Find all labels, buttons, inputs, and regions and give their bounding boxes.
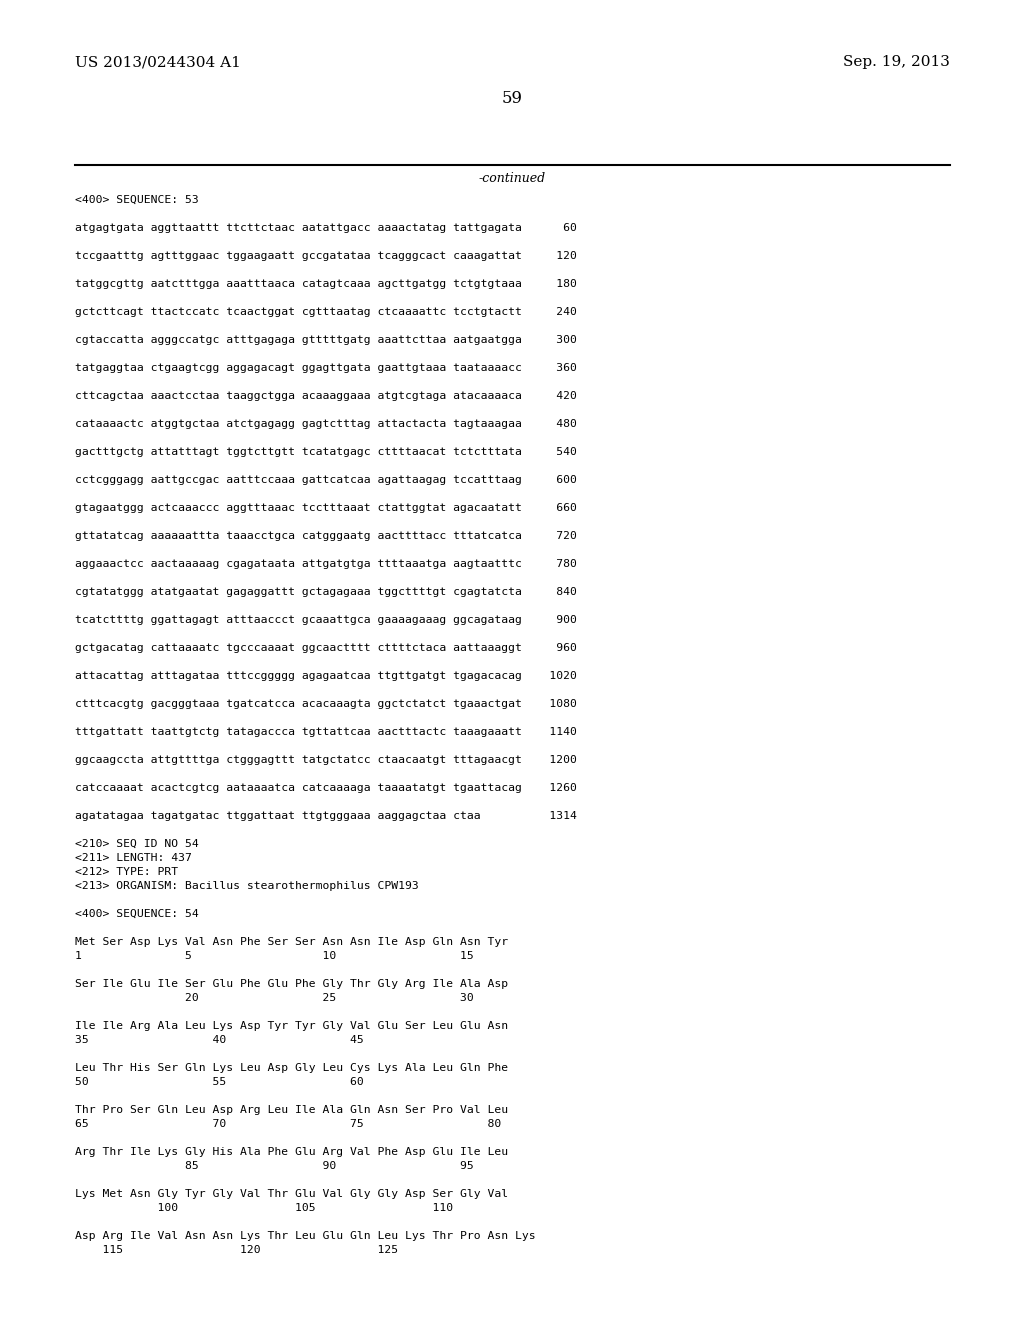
Text: ggcaagccta attgttttga ctgggagttt tatgctatcc ctaacaatgt tttagaacgt    1200: ggcaagccta attgttttga ctgggagttt tatgcta… <box>75 755 577 766</box>
Text: 20                  25                  30: 20 25 30 <box>75 993 474 1003</box>
Text: Sep. 19, 2013: Sep. 19, 2013 <box>843 55 950 69</box>
Text: <400> SEQUENCE: 53: <400> SEQUENCE: 53 <box>75 195 199 205</box>
Text: tatgaggtaa ctgaagtcgg aggagacagt ggagttgata gaattgtaaa taataaaacc     360: tatgaggtaa ctgaagtcgg aggagacagt ggagttg… <box>75 363 577 374</box>
Text: <210> SEQ ID NO 54: <210> SEQ ID NO 54 <box>75 840 199 849</box>
Text: cgtatatggg atatgaatat gagaggattt gctagagaaa tggcttttgt cgagtatcta     840: cgtatatggg atatgaatat gagaggattt gctagag… <box>75 587 577 597</box>
Text: Leu Thr His Ser Gln Lys Leu Asp Gly Leu Cys Lys Ala Leu Gln Phe: Leu Thr His Ser Gln Lys Leu Asp Gly Leu … <box>75 1063 508 1073</box>
Text: catccaaaat acactcgtcg aataaaatca catcaaaaga taaaatatgt tgaattacag    1260: catccaaaat acactcgtcg aataaaatca catcaaa… <box>75 783 577 793</box>
Text: 85                  90                  95: 85 90 95 <box>75 1162 474 1171</box>
Text: Met Ser Asp Lys Val Asn Phe Ser Ser Asn Asn Ile Asp Gln Asn Tyr: Met Ser Asp Lys Val Asn Phe Ser Ser Asn … <box>75 937 508 946</box>
Text: 59: 59 <box>502 90 522 107</box>
Text: <212> TYPE: PRT: <212> TYPE: PRT <box>75 867 178 876</box>
Text: cctcgggagg aattgccgac aatttccaaa gattcatcaa agattaagag tccatttaag     600: cctcgggagg aattgccgac aatttccaaa gattcat… <box>75 475 577 484</box>
Text: Ile Ile Arg Ala Leu Lys Asp Tyr Tyr Gly Val Glu Ser Leu Glu Asn: Ile Ile Arg Ala Leu Lys Asp Tyr Tyr Gly … <box>75 1020 508 1031</box>
Text: aggaaactcc aactaaaaag cgagataata attgatgtga ttttaaatga aagtaatttc     780: aggaaactcc aactaaaaag cgagataata attgatg… <box>75 558 577 569</box>
Text: cgtaccatta agggccatgc atttgagaga gtttttgatg aaattcttaa aatgaatgga     300: cgtaccatta agggccatgc atttgagaga gtttttg… <box>75 335 577 345</box>
Text: Ser Ile Glu Ile Ser Glu Phe Glu Phe Gly Thr Gly Arg Ile Ala Asp: Ser Ile Glu Ile Ser Glu Phe Glu Phe Gly … <box>75 979 508 989</box>
Text: Asp Arg Ile Val Asn Asn Lys Thr Leu Glu Gln Leu Lys Thr Pro Asn Lys: Asp Arg Ile Val Asn Asn Lys Thr Leu Glu … <box>75 1232 536 1241</box>
Text: attacattag atttagataa tttccggggg agagaatcaa ttgttgatgt tgagacacag    1020: attacattag atttagataa tttccggggg agagaat… <box>75 671 577 681</box>
Text: US 2013/0244304 A1: US 2013/0244304 A1 <box>75 55 241 69</box>
Text: agatatagaa tagatgatac ttggattaat ttgtgggaaa aaggagctaa ctaa          1314: agatatagaa tagatgatac ttggattaat ttgtggg… <box>75 810 577 821</box>
Text: 65                  70                  75                  80: 65 70 75 80 <box>75 1119 502 1129</box>
Text: <211> LENGTH: 437: <211> LENGTH: 437 <box>75 853 191 863</box>
Text: tcatcttttg ggattagagt atttaaccct gcaaattgca gaaaagaaag ggcagataag     900: tcatcttttg ggattagagt atttaaccct gcaaatt… <box>75 615 577 624</box>
Text: gctcttcagt ttactccatc tcaactggat cgtttaatag ctcaaaattc tcctgtactt     240: gctcttcagt ttactccatc tcaactggat cgtttaa… <box>75 308 577 317</box>
Text: 50                  55                  60: 50 55 60 <box>75 1077 364 1086</box>
Text: gctgacatag cattaaaatc tgcccaaaat ggcaactttt cttttctaca aattaaaggt     960: gctgacatag cattaaaatc tgcccaaaat ggcaact… <box>75 643 577 653</box>
Text: atgagtgata aggttaattt ttcttctaac aatattgacc aaaactatag tattgagata      60: atgagtgata aggttaattt ttcttctaac aatattg… <box>75 223 577 234</box>
Text: Thr Pro Ser Gln Leu Asp Arg Leu Ile Ala Gln Asn Ser Pro Val Leu: Thr Pro Ser Gln Leu Asp Arg Leu Ile Ala … <box>75 1105 508 1115</box>
Text: 1               5                   10                  15: 1 5 10 15 <box>75 950 474 961</box>
Text: <400> SEQUENCE: 54: <400> SEQUENCE: 54 <box>75 909 199 919</box>
Text: Arg Thr Ile Lys Gly His Ala Phe Glu Arg Val Phe Asp Glu Ile Leu: Arg Thr Ile Lys Gly His Ala Phe Glu Arg … <box>75 1147 508 1158</box>
Text: tatggcgttg aatctttgga aaatttaaca catagtcaaa agcttgatgg tctgtgtaaa     180: tatggcgttg aatctttgga aaatttaaca catagtc… <box>75 279 577 289</box>
Text: cataaaactc atggtgctaa atctgagagg gagtctttag attactacta tagtaaagaa     480: cataaaactc atggtgctaa atctgagagg gagtctt… <box>75 418 577 429</box>
Text: gtagaatggg actcaaaccc aggtttaaac tcctttaaat ctattggtat agacaatatt     660: gtagaatggg actcaaaccc aggtttaaac tccttta… <box>75 503 577 513</box>
Text: 35                  40                  45: 35 40 45 <box>75 1035 364 1045</box>
Text: 100                 105                 110: 100 105 110 <box>75 1203 454 1213</box>
Text: <213> ORGANISM: Bacillus stearothermophilus CPW193: <213> ORGANISM: Bacillus stearothermophi… <box>75 880 419 891</box>
Text: -continued: -continued <box>478 172 546 185</box>
Text: tttgattatt taattgtctg tatagaccca tgttattcaa aactttactc taaagaaatt    1140: tttgattatt taattgtctg tatagaccca tgttatt… <box>75 727 577 737</box>
Text: gactttgctg attatttagt tggtcttgtt tcatatgagc cttttaacat tctctttata     540: gactttgctg attatttagt tggtcttgtt tcatatg… <box>75 447 577 457</box>
Text: 115                 120                 125: 115 120 125 <box>75 1245 398 1255</box>
Text: tccgaatttg agtttggaac tggaagaatt gccgatataa tcagggcact caaagattat     120: tccgaatttg agtttggaac tggaagaatt gccgata… <box>75 251 577 261</box>
Text: cttcagctaa aaactcctaa taaggctgga acaaaggaaa atgtcgtaga atacaaaaca     420: cttcagctaa aaactcctaa taaggctgga acaaagg… <box>75 391 577 401</box>
Text: gttatatcag aaaaaattta taaacctgca catgggaatg aacttttacc tttatcatca     720: gttatatcag aaaaaattta taaacctgca catggga… <box>75 531 577 541</box>
Text: Lys Met Asn Gly Tyr Gly Val Thr Glu Val Gly Gly Asp Ser Gly Val: Lys Met Asn Gly Tyr Gly Val Thr Glu Val … <box>75 1189 508 1199</box>
Text: ctttcacgtg gacgggtaaa tgatcatcca acacaaagta ggctctatct tgaaactgat    1080: ctttcacgtg gacgggtaaa tgatcatcca acacaaa… <box>75 700 577 709</box>
